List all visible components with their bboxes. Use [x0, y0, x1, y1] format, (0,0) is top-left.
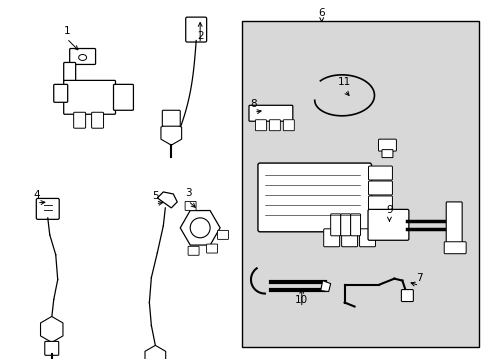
- Text: 9: 9: [386, 205, 392, 215]
- FancyBboxPatch shape: [255, 120, 266, 131]
- Text: 7: 7: [415, 273, 422, 283]
- FancyBboxPatch shape: [368, 211, 392, 225]
- FancyBboxPatch shape: [185, 202, 196, 210]
- Text: 6: 6: [318, 8, 325, 18]
- FancyBboxPatch shape: [113, 84, 133, 110]
- FancyBboxPatch shape: [381, 150, 392, 158]
- Circle shape: [190, 218, 210, 238]
- FancyBboxPatch shape: [340, 214, 350, 236]
- FancyBboxPatch shape: [206, 244, 217, 253]
- FancyBboxPatch shape: [63, 62, 76, 82]
- Text: 1: 1: [63, 26, 70, 36]
- Text: 5: 5: [152, 191, 158, 201]
- Text: 11: 11: [337, 77, 350, 87]
- Ellipse shape: [79, 54, 86, 60]
- Text: 4: 4: [33, 190, 40, 200]
- FancyBboxPatch shape: [283, 120, 294, 131]
- Bar: [242, 21, 478, 347]
- FancyBboxPatch shape: [74, 112, 85, 128]
- Polygon shape: [320, 280, 330, 292]
- FancyBboxPatch shape: [162, 110, 180, 126]
- FancyBboxPatch shape: [401, 289, 412, 302]
- FancyBboxPatch shape: [54, 84, 67, 102]
- FancyBboxPatch shape: [45, 341, 59, 355]
- Text: 8: 8: [250, 99, 257, 109]
- Text: 10: 10: [295, 294, 308, 305]
- FancyBboxPatch shape: [359, 229, 375, 247]
- FancyBboxPatch shape: [368, 196, 392, 210]
- FancyBboxPatch shape: [446, 202, 461, 248]
- FancyBboxPatch shape: [69, 49, 95, 64]
- Text: 3: 3: [184, 188, 191, 198]
- FancyBboxPatch shape: [330, 214, 340, 236]
- FancyBboxPatch shape: [341, 229, 357, 247]
- FancyBboxPatch shape: [323, 229, 339, 247]
- FancyBboxPatch shape: [188, 246, 199, 255]
- FancyBboxPatch shape: [378, 139, 396, 151]
- FancyBboxPatch shape: [185, 17, 206, 42]
- FancyBboxPatch shape: [248, 105, 292, 121]
- FancyBboxPatch shape: [269, 120, 280, 131]
- FancyBboxPatch shape: [91, 112, 103, 128]
- FancyBboxPatch shape: [258, 163, 371, 232]
- FancyBboxPatch shape: [36, 198, 59, 219]
- Text: 2: 2: [197, 31, 203, 41]
- FancyBboxPatch shape: [350, 214, 360, 236]
- FancyBboxPatch shape: [443, 242, 465, 254]
- FancyBboxPatch shape: [217, 230, 228, 239]
- FancyBboxPatch shape: [367, 210, 408, 240]
- FancyBboxPatch shape: [63, 80, 115, 114]
- FancyBboxPatch shape: [368, 166, 392, 180]
- FancyBboxPatch shape: [368, 181, 392, 195]
- Polygon shape: [157, 192, 177, 208]
